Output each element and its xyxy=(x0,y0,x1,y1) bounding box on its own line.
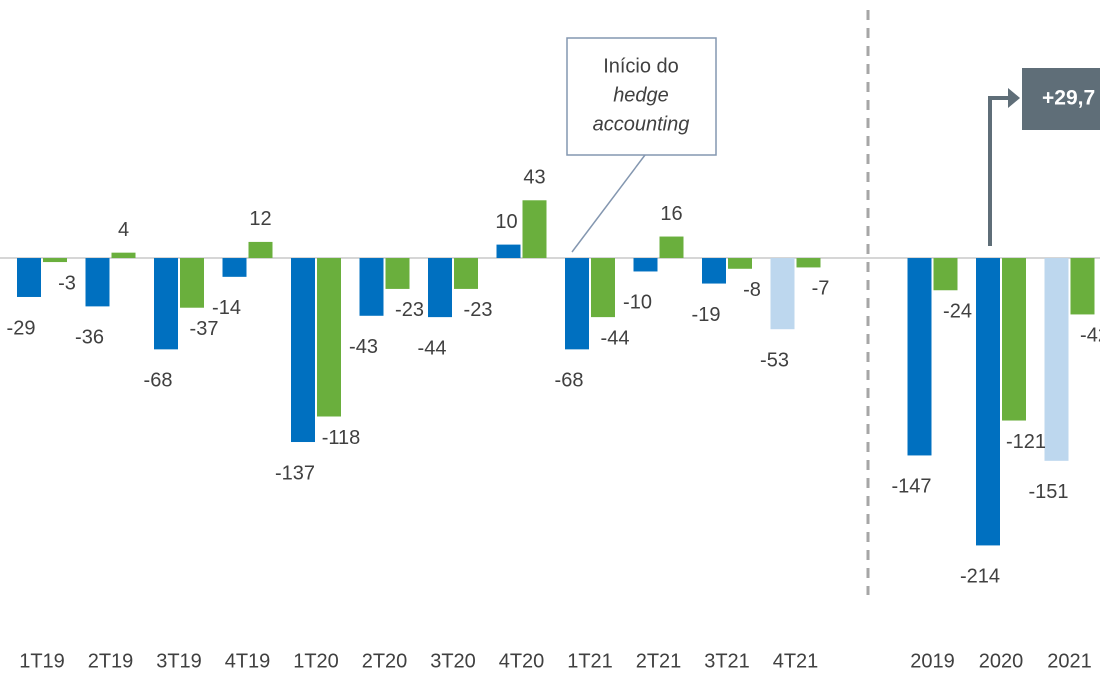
callout-pointer xyxy=(571,154,646,253)
bar xyxy=(796,258,821,268)
value-label: -68 xyxy=(144,370,173,392)
x-tick-label: 2T21 xyxy=(636,650,682,672)
x-tick-label: 3T20 xyxy=(430,650,476,672)
badge-text: +29,7 xyxy=(1042,87,1095,110)
x-tick-label: 2T20 xyxy=(362,650,408,672)
bar xyxy=(111,252,136,259)
callout-text: accounting xyxy=(593,113,690,135)
bar xyxy=(702,258,726,284)
value-label: -137 xyxy=(275,462,315,484)
value-label: -147 xyxy=(891,476,931,498)
value-label: -68 xyxy=(555,370,584,392)
callout-text: Início do xyxy=(603,55,679,77)
bar xyxy=(291,258,315,443)
bar xyxy=(1044,258,1069,461)
value-label: -29 xyxy=(7,317,36,339)
x-tick-label: 1T20 xyxy=(293,650,339,672)
x-tick-label: 1T21 xyxy=(567,650,613,672)
bar xyxy=(180,258,204,308)
value-label: -23 xyxy=(395,299,424,321)
value-label: -214 xyxy=(960,566,1000,588)
bar xyxy=(248,241,273,259)
bar xyxy=(976,258,1000,546)
x-tick-label: 4T21 xyxy=(773,650,819,672)
value-label: -43 xyxy=(349,336,378,358)
arrow-head xyxy=(1008,88,1020,108)
x-tick-label: 2T19 xyxy=(88,650,134,672)
value-label: -53 xyxy=(760,349,789,371)
badge xyxy=(1022,68,1100,130)
bar xyxy=(85,258,110,307)
value-label: -10 xyxy=(623,292,652,314)
value-label: 12 xyxy=(249,208,271,230)
bar xyxy=(496,244,521,259)
bar xyxy=(454,258,478,289)
bar xyxy=(633,258,658,272)
bar xyxy=(385,258,410,289)
bar xyxy=(359,258,384,316)
value-label: -7 xyxy=(812,278,830,300)
bar xyxy=(659,236,684,259)
value-label: -3 xyxy=(58,272,76,294)
x-tick-label: 4T20 xyxy=(499,650,545,672)
x-tick-label: 1T19 xyxy=(19,650,65,672)
value-label: 10 xyxy=(495,211,517,233)
bar xyxy=(222,258,247,277)
x-tick-label: 2019 xyxy=(910,650,955,672)
value-label: -44 xyxy=(418,337,447,359)
value-label: -36 xyxy=(75,327,104,349)
value-label: -151 xyxy=(1028,481,1068,503)
value-label: -37 xyxy=(190,318,219,340)
callout-text: hedge xyxy=(613,84,669,106)
x-tick-label: 3T21 xyxy=(704,650,750,672)
bar xyxy=(428,258,452,318)
value-label: -121 xyxy=(1006,431,1046,453)
callout-box xyxy=(566,37,717,156)
value-label: 4 xyxy=(118,219,129,241)
value-label: -23 xyxy=(464,299,493,321)
x-tick-label: 2021 xyxy=(1047,650,1092,672)
bar xyxy=(565,258,589,350)
value-label: -14 xyxy=(212,297,241,319)
arrow xyxy=(988,96,1010,246)
bar xyxy=(933,258,958,291)
value-label: 16 xyxy=(660,203,682,225)
value-label: -19 xyxy=(692,304,721,326)
x-tick-label: 4T19 xyxy=(225,650,271,672)
bar xyxy=(17,258,41,297)
bar xyxy=(317,258,341,417)
bar xyxy=(1002,258,1026,421)
bar xyxy=(907,258,932,456)
bar xyxy=(1070,258,1095,315)
value-label: -8 xyxy=(743,279,761,301)
bar xyxy=(591,258,615,318)
value-label: -24 xyxy=(943,301,972,323)
x-tick-label: 3T19 xyxy=(156,650,202,672)
value-label: -118 xyxy=(322,427,361,449)
bar xyxy=(522,200,547,259)
bar xyxy=(43,258,67,263)
value-label: -44 xyxy=(601,327,630,349)
value-label: 43 xyxy=(523,167,545,189)
bar xyxy=(728,258,752,269)
bar xyxy=(154,258,178,350)
value-label: -42 xyxy=(1080,325,1100,347)
x-tick-label: 2020 xyxy=(979,650,1024,672)
bar xyxy=(770,258,795,330)
